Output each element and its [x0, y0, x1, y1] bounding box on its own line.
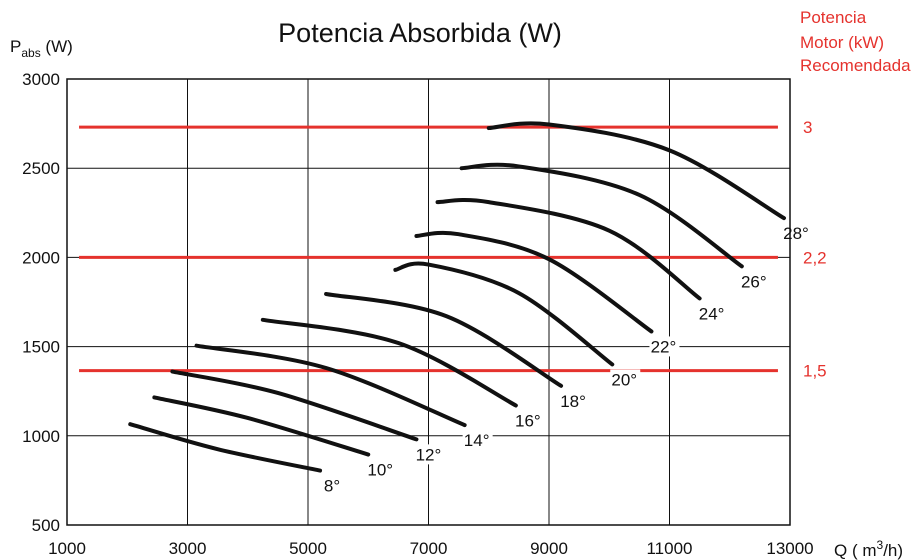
- curve-label-background: [513, 410, 544, 431]
- x-tick-label: 1000: [48, 539, 86, 558]
- chart-title: Potencia Absorbida (W): [278, 18, 562, 48]
- power-curve: [486, 121, 786, 221]
- motor-power-label: 1,5: [803, 362, 827, 381]
- power-curve: [393, 261, 615, 367]
- x-tick-label: 13000: [766, 539, 813, 558]
- power-curve: [324, 291, 564, 388]
- y-tick-label: 3000: [22, 70, 60, 89]
- x-tick-label: 9000: [530, 539, 568, 558]
- curve-label-background: [318, 475, 349, 496]
- power-curve: [260, 317, 518, 408]
- right-label-line-3: Recomendada: [800, 56, 911, 75]
- curve-label: 8°: [324, 477, 340, 496]
- curve-label-background: [697, 303, 728, 324]
- x-tick-label: 5000: [289, 539, 327, 558]
- power-curve: [414, 230, 654, 334]
- power-curve: [170, 369, 419, 442]
- x-tick-label: 7000: [410, 539, 448, 558]
- y-tick-label: 1500: [22, 338, 60, 357]
- curve-label: 20°: [611, 370, 637, 389]
- x-tick-label: 11000: [646, 539, 692, 558]
- curve-label: 26°: [741, 272, 767, 291]
- y-tick-label: 1000: [22, 427, 60, 446]
- power-curve: [459, 162, 744, 269]
- power-curves: 8° 10° 12° 14° 16° 18° 20° 22° 24° 26° 28°: [128, 121, 812, 496]
- curve-label: 14°: [464, 431, 490, 450]
- motor-power-label: 2,2: [803, 248, 827, 267]
- power-curve: [152, 395, 371, 457]
- plot-frame: [66, 78, 791, 526]
- curve-label: 12°: [416, 445, 442, 464]
- curve-label: 22°: [651, 337, 677, 356]
- curve-label-background: [414, 444, 445, 465]
- curve-label-background: [739, 271, 770, 292]
- curve-label-background: [462, 430, 493, 451]
- y-axis-label: Pabs (W): [10, 37, 73, 60]
- y-tick-label: 2500: [22, 159, 60, 178]
- power-curve: [435, 198, 702, 301]
- y-tick-label: 2000: [22, 248, 60, 267]
- right-label-line-1: Potencia: [800, 8, 867, 27]
- motor-power-lines: 3 2,2 1,5: [79, 118, 827, 381]
- y-tick-label: 500: [32, 516, 60, 535]
- curve-label-background: [649, 336, 680, 357]
- power-curve: [128, 422, 323, 473]
- curve-label-background: [366, 459, 397, 480]
- curve-label-background: [610, 369, 641, 390]
- curve-label: 24°: [699, 304, 725, 323]
- curve-label: 10°: [367, 461, 393, 480]
- curve-label: 16°: [515, 411, 541, 430]
- motor-power-label: 3: [803, 118, 812, 137]
- tick-labels: 1000 3000 5000 7000 9000 11000 13000 500 1000 150…: [22, 70, 813, 558]
- curve-label: 28°: [783, 224, 809, 243]
- x-tick-label: 3000: [169, 539, 207, 558]
- x-axis-label: Q ( m3/h): [834, 538, 903, 560]
- power-curve: [194, 343, 467, 428]
- curve-label: 18°: [560, 392, 586, 411]
- curve-label-background: [559, 390, 590, 411]
- right-label-line-2: Motor (kW): [800, 33, 884, 52]
